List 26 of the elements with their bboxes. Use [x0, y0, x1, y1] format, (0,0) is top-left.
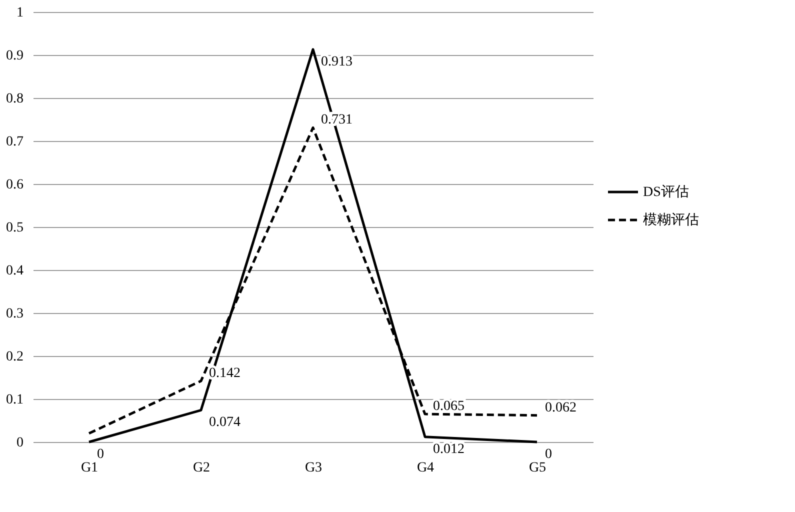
data-label: 0.074: [209, 415, 240, 430]
y-tick-label: 0: [16, 436, 24, 450]
y-tick-label: 0.1: [6, 392, 24, 408]
y-tick-label: 0.9: [6, 48, 24, 64]
legend-label: 模糊评估: [643, 212, 699, 228]
data-label: 0.062: [545, 400, 576, 416]
data-label: 0: [97, 447, 104, 462]
x-tick-label: G2: [192, 460, 210, 476]
line-series: [88, 48, 538, 444]
x-tick-label: G5: [528, 460, 546, 476]
y-tick-label: 0.6: [6, 178, 24, 192]
x-tick-label: G3: [304, 460, 322, 476]
x-tick-label: G4: [416, 460, 434, 476]
y-tick-label: 0.5: [6, 220, 24, 236]
y-tick-label: 0.3: [6, 306, 24, 322]
x-tick-label: G1: [80, 460, 98, 476]
legend-label: DS评估: [643, 184, 689, 200]
y-tick-label: 1: [16, 6, 24, 20]
y-tick-label: 0.4: [6, 264, 24, 278]
data-label: 0: [545, 447, 552, 462]
data-label: 0.913: [321, 54, 352, 70]
y-tick-label: 0.8: [6, 92, 24, 106]
y-tick-label: 0.2: [6, 350, 24, 364]
data-label: 0.065: [433, 399, 464, 414]
data-label: 0.012: [433, 442, 464, 457]
y-tick-label: 0.7: [6, 134, 24, 150]
